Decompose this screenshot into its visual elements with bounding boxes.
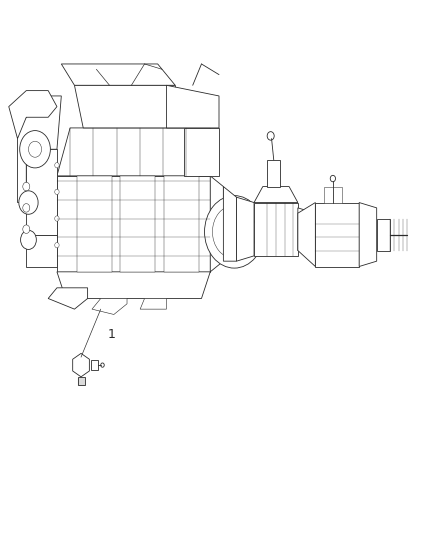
Polygon shape bbox=[315, 203, 359, 266]
Polygon shape bbox=[74, 85, 184, 128]
Circle shape bbox=[226, 222, 242, 241]
Circle shape bbox=[19, 191, 38, 214]
Polygon shape bbox=[78, 377, 85, 385]
Circle shape bbox=[23, 225, 30, 233]
Polygon shape bbox=[166, 85, 219, 128]
Polygon shape bbox=[223, 187, 237, 261]
Circle shape bbox=[101, 363, 104, 367]
Polygon shape bbox=[18, 96, 61, 203]
Polygon shape bbox=[184, 128, 219, 176]
Polygon shape bbox=[120, 176, 155, 272]
Circle shape bbox=[28, 141, 42, 157]
Polygon shape bbox=[359, 203, 377, 266]
Text: 1: 1 bbox=[108, 328, 116, 341]
Polygon shape bbox=[298, 203, 315, 266]
Polygon shape bbox=[73, 353, 89, 377]
Polygon shape bbox=[26, 235, 57, 266]
Polygon shape bbox=[91, 360, 98, 370]
Polygon shape bbox=[140, 298, 166, 309]
Polygon shape bbox=[61, 64, 175, 85]
Polygon shape bbox=[164, 176, 199, 272]
Polygon shape bbox=[57, 128, 210, 176]
Polygon shape bbox=[237, 197, 254, 261]
Circle shape bbox=[55, 243, 59, 248]
Circle shape bbox=[330, 175, 336, 182]
Polygon shape bbox=[92, 298, 127, 314]
Polygon shape bbox=[267, 160, 280, 187]
Circle shape bbox=[205, 196, 264, 268]
Circle shape bbox=[23, 182, 30, 191]
Circle shape bbox=[20, 131, 50, 168]
Polygon shape bbox=[77, 176, 112, 272]
Circle shape bbox=[55, 216, 59, 221]
Polygon shape bbox=[57, 272, 210, 298]
Polygon shape bbox=[254, 203, 298, 256]
Circle shape bbox=[55, 189, 59, 195]
Circle shape bbox=[21, 230, 36, 249]
Polygon shape bbox=[254, 187, 298, 203]
Polygon shape bbox=[9, 91, 57, 139]
Polygon shape bbox=[298, 208, 315, 251]
Polygon shape bbox=[57, 176, 210, 272]
Polygon shape bbox=[48, 288, 88, 309]
Polygon shape bbox=[377, 219, 390, 251]
Polygon shape bbox=[324, 187, 342, 203]
Polygon shape bbox=[210, 176, 223, 272]
Polygon shape bbox=[26, 149, 57, 235]
Circle shape bbox=[267, 132, 274, 140]
Circle shape bbox=[212, 205, 256, 259]
Circle shape bbox=[55, 163, 59, 168]
Circle shape bbox=[23, 204, 30, 212]
